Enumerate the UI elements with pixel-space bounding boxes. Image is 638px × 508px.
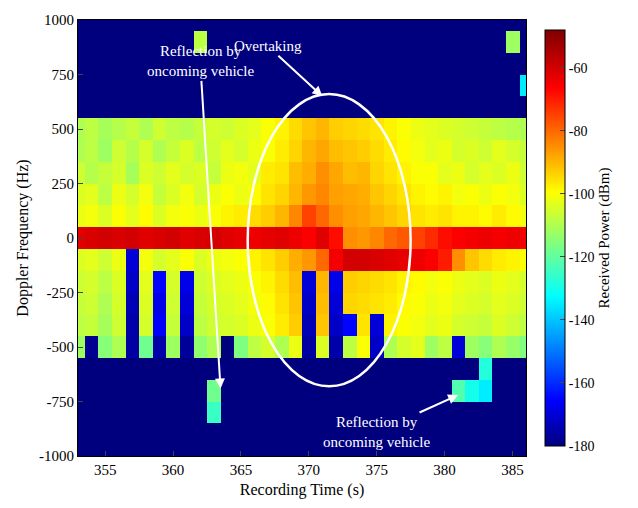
svg-text:250: 250 <box>52 176 75 192</box>
svg-text:-160: -160 <box>569 376 595 391</box>
svg-text:380: 380 <box>433 462 456 478</box>
svg-text:Doppler Frequency (Hz): Doppler Frequency (Hz) <box>14 159 32 316</box>
svg-text:385: 385 <box>501 462 524 478</box>
svg-text:750: 750 <box>52 67 75 83</box>
svg-text:-140: -140 <box>569 313 595 328</box>
svg-text:-80: -80 <box>569 124 588 139</box>
svg-text:-60: -60 <box>569 61 588 76</box>
svg-text:370: 370 <box>298 462 321 478</box>
svg-text:-100: -100 <box>569 187 595 202</box>
svg-text:365: 365 <box>230 462 253 478</box>
svg-text:-250: -250 <box>47 285 75 301</box>
svg-text:-1000: -1000 <box>39 448 74 464</box>
svg-text:-120: -120 <box>569 250 595 265</box>
svg-text:Overtaking: Overtaking <box>234 38 302 54</box>
svg-text:-180: -180 <box>569 439 595 454</box>
svg-text:355: 355 <box>94 462 117 478</box>
svg-text:-500: -500 <box>47 339 75 355</box>
svg-text:Received Power (dBm): Received Power (dBm) <box>596 168 613 309</box>
svg-text:360: 360 <box>162 462 185 478</box>
svg-text:Recording Time (s): Recording Time (s) <box>240 481 364 499</box>
svg-text:1000: 1000 <box>44 12 74 28</box>
svg-text:500: 500 <box>52 121 75 137</box>
svg-text:375: 375 <box>365 462 388 478</box>
svg-text:0: 0 <box>67 230 75 246</box>
svg-text:Reflection byoncoming vehicle: Reflection byoncoming vehicle <box>147 43 254 79</box>
svg-text:Reflection byoncoming vehicle: Reflection byoncoming vehicle <box>323 414 430 450</box>
svg-text:-750: -750 <box>47 394 75 410</box>
